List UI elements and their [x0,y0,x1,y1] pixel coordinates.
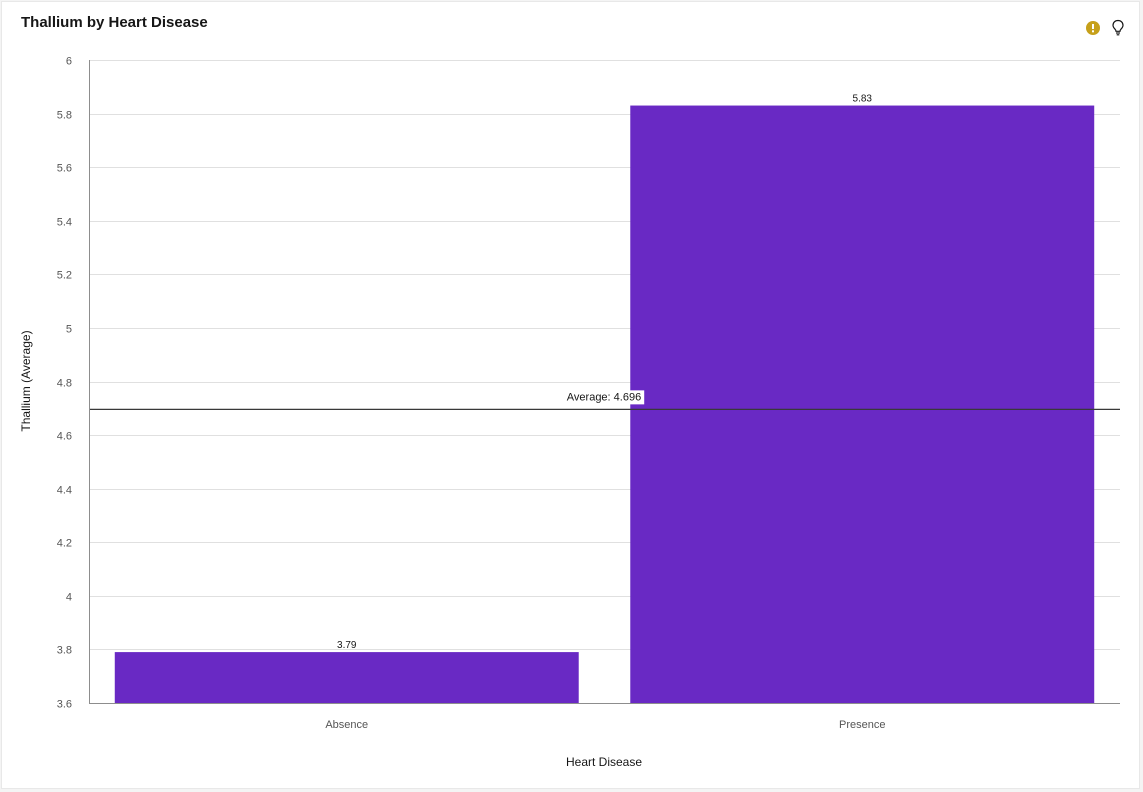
axes [89,60,1120,704]
x-tick-label: Presence [839,719,885,731]
bar-presence[interactable] [630,105,1095,703]
x-axis-tick-labels: Absence Presence [325,719,885,731]
x-axis-title: Heart Disease [566,755,642,769]
bar-value-label: 5.83 [853,94,873,105]
y-tick-label: 5 [66,324,72,336]
bar-absence[interactable] [114,652,579,703]
warning-icon[interactable] [1086,21,1100,35]
y-tick-label: 5.2 [57,270,72,282]
y-tick-label: 4.6 [57,431,72,443]
y-tick-label: 5.4 [57,217,72,229]
y-tick-label: 3.8 [57,645,72,657]
y-tick-label: 4.4 [57,485,72,497]
y-axis-tick-labels: 3.6 3.8 4 4.2 4.4 4.6 4.8 5 5.2 5.4 5.6 5.8 6 [57,56,72,711]
lightbulb-icon[interactable] [1110,19,1126,37]
y-tick-label: 5.6 [57,163,72,175]
warning-icon-bar [1092,24,1094,29]
y-tick-label: 5.8 [57,110,72,122]
warning-icon-dot [1092,30,1094,33]
lightbulb-icon-bulb [1112,19,1124,32]
average-label: Average: 4.696 [567,391,641,403]
bars [114,105,1095,703]
y-tick-label: 4.8 [57,378,72,390]
chart-title: Thallium by Heart Disease [21,14,208,31]
y-tick-label: 6 [66,56,72,68]
y-tick-label: 3.6 [57,699,72,711]
y-tick-label: 4 [66,592,72,604]
average-label-background [563,390,645,405]
y-axis-title: Thallium (Average) [19,330,33,431]
y-tick-label: 4.2 [57,538,72,550]
bar-value-labels: 3.79 5.83 [337,94,872,652]
bar-value-label: 3.79 [337,640,357,651]
x-tick-label: Absence [325,719,368,731]
average-reference: Average: 4.696 [89,390,1120,410]
